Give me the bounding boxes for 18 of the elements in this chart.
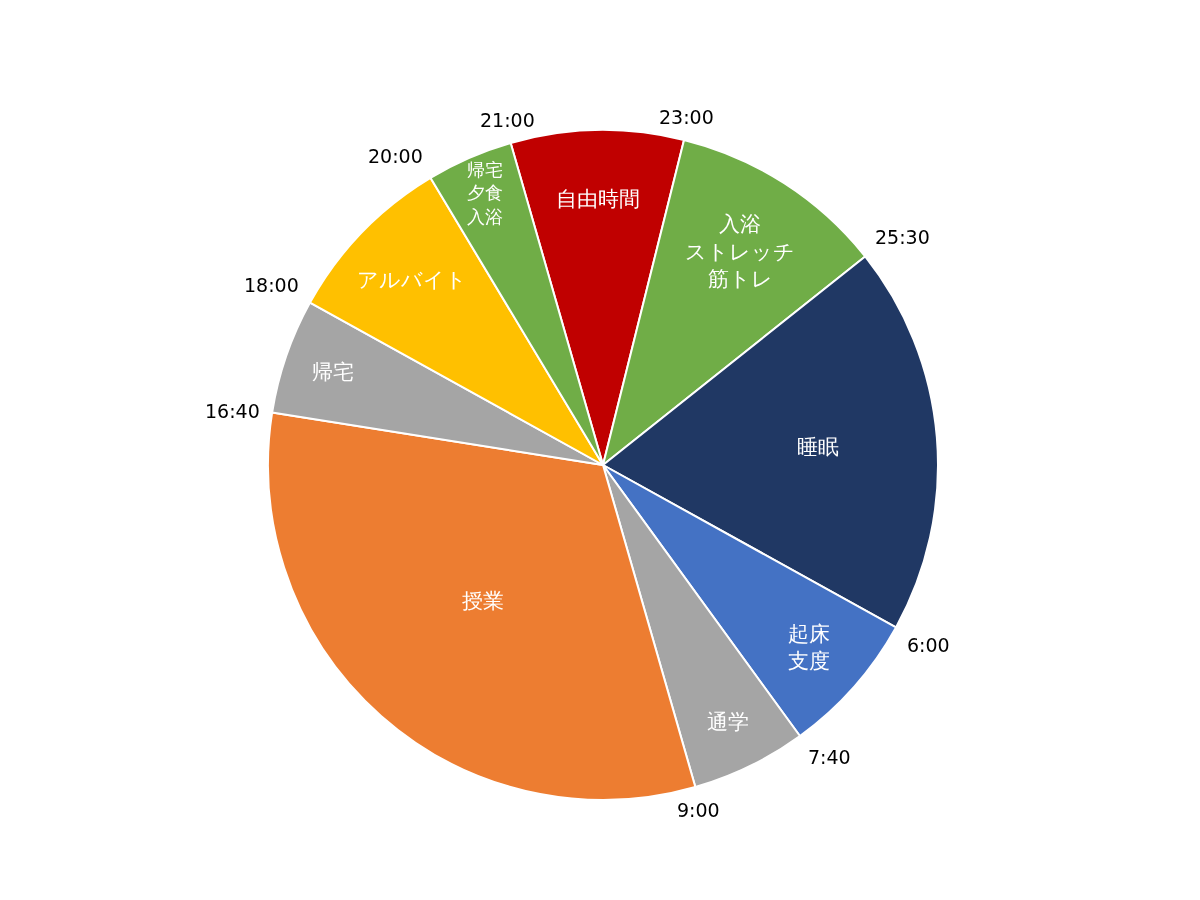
slice-label: 帰宅夕食入浴 — [466, 158, 503, 228]
slice-label: 授業 — [461, 589, 504, 614]
slice-label: 通学 — [707, 709, 750, 734]
text: 6:00 — [907, 634, 950, 656]
text: 20:00 — [368, 145, 423, 167]
slice-label: 自由時間 — [556, 186, 641, 211]
text: 7:40 — [808, 746, 851, 768]
slice-label: 入浴ストレッチ筋トレ — [685, 212, 796, 292]
slice-label: 帰宅 — [312, 360, 355, 385]
text: 21:00 — [480, 109, 535, 131]
text: 9:00 — [677, 799, 720, 821]
text: 16:40 — [205, 400, 260, 422]
slice-label: 睡眠 — [796, 435, 839, 460]
text: 23:00 — [659, 106, 714, 128]
text: 25:30 — [875, 226, 930, 248]
text: 18:00 — [244, 274, 299, 296]
slice-label: 起床支度 — [788, 621, 831, 674]
slice-label: アルバイト — [356, 268, 467, 293]
